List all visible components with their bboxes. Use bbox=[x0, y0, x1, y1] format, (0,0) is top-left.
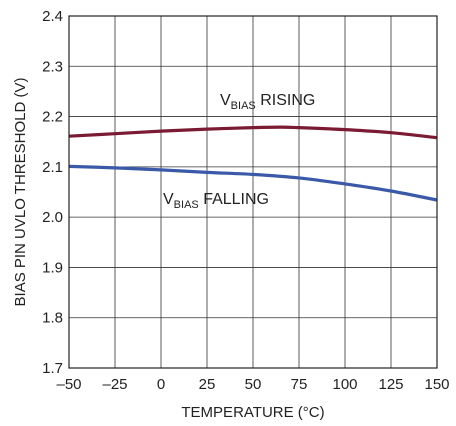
y-tick-label: 1.9 bbox=[42, 259, 63, 276]
y-tick-label: 2.1 bbox=[42, 159, 63, 176]
y-tick-label: 2.0 bbox=[42, 209, 63, 226]
y-tick-label: 1.7 bbox=[42, 360, 63, 377]
plot-frame bbox=[68, 15, 438, 369]
x-tick-label: –50 bbox=[56, 376, 81, 393]
series-label-vbias-rising: VBIAS RISING bbox=[220, 92, 315, 112]
series-labels: VBIAS RISING VBIAS FALLING bbox=[163, 92, 315, 211]
x-tick-label: –25 bbox=[102, 376, 127, 393]
series-line-vbias-falling bbox=[68, 164, 438, 202]
x-tick-label: 25 bbox=[199, 376, 216, 393]
x-tick-labels: –50 –25 0 25 50 75 100 125 150 bbox=[56, 376, 449, 393]
x-tick-label: 0 bbox=[157, 376, 165, 393]
y-tick-label: 2.3 bbox=[42, 58, 63, 75]
series-line-vbias-rising bbox=[68, 125, 438, 140]
x-axis-label: TEMPERATURE (°C) bbox=[181, 404, 324, 421]
y-axis-label: BIAS PIN UVLO THRESHOLD (V) bbox=[12, 78, 29, 307]
y-tick-labels: 1.7 1.8 1.9 2.0 2.1 2.2 2.3 2.4 bbox=[42, 8, 63, 377]
series-label-vbias-falling: VBIAS FALLING bbox=[163, 191, 269, 211]
x-tick-label: 100 bbox=[332, 376, 357, 393]
y-tick-label: 1.8 bbox=[42, 310, 63, 327]
y-tick-label: 2.4 bbox=[42, 8, 63, 25]
x-tick-label: 150 bbox=[424, 376, 449, 393]
x-tick-label: 50 bbox=[245, 376, 262, 393]
x-tick-label: 125 bbox=[378, 376, 403, 393]
series-lines bbox=[68, 125, 438, 202]
y-tick-label: 2.2 bbox=[42, 109, 63, 126]
x-tick-label: 75 bbox=[291, 376, 308, 393]
